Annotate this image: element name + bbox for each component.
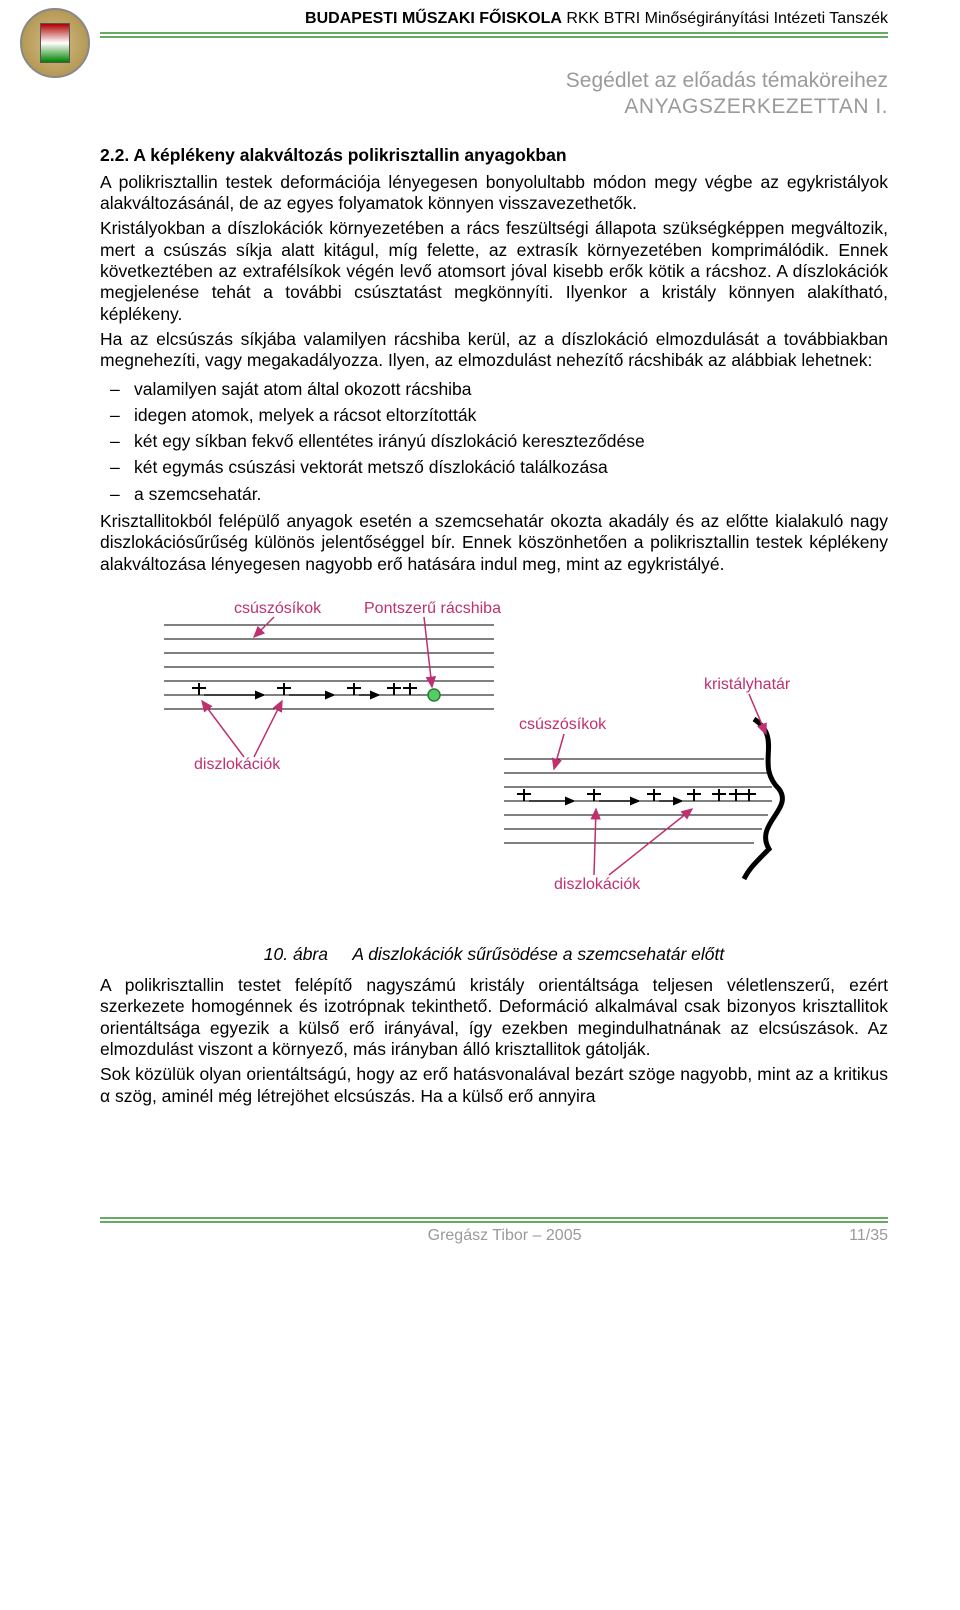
bullet-text: a szemcsehatár. — [134, 481, 261, 507]
figure-number: 10. ábra — [264, 944, 328, 964]
list-item: – valamilyen saját atom által okozott rá… — [100, 376, 888, 402]
bullet-marker: – — [100, 428, 134, 454]
bullet-marker: – — [100, 481, 134, 507]
section-heading: 2.2. A képlékeny alakváltozás polikriszt… — [100, 145, 888, 166]
label-csuszosikok-right: csúszósíkok — [519, 716, 607, 733]
list-item: – idegen atomok, melyek a rácsot eltorzí… — [100, 402, 888, 428]
paragraph-5: A polikrisztallin testet felépítő nagysz… — [100, 975, 888, 1060]
figure-10: csúszósíkok Pontszerű rácshiba diszlokác… — [154, 589, 834, 914]
top-slip-block — [164, 625, 494, 709]
paragraph-2: Kristályokban a díszlokációk környezetéb… — [100, 218, 888, 325]
list-item: – két egy síkban fekvő ellentétes irányú… — [100, 428, 888, 454]
page-footer: Gregász Tibor – 2005 11/35 — [100, 1217, 888, 1245]
figure-title: A diszlokációk sűrűsödése a szemcsehatár… — [352, 944, 724, 964]
paragraph-4: Krisztallitokból felépülő anyagok esetén… — [100, 511, 888, 575]
paragraph-1: A polikrisztallin testek deformációja lé… — [100, 172, 888, 215]
header-divider — [100, 32, 888, 38]
header-bold-text: BUDAPESTI MŰSZAKI FŐISKOLA — [305, 10, 562, 27]
bottom-slip-block — [504, 719, 782, 879]
bullet-text: két egy síkban fekvő ellentétes irányú d… — [134, 428, 645, 454]
label-kristalyhatar: kristályhatár — [704, 676, 791, 693]
footer-author: Gregász Tibor – 2005 — [160, 1227, 849, 1245]
institution-logo — [20, 8, 90, 78]
figure-caption: 10. ábra A diszlokációk sűrűsödése a sze… — [100, 944, 888, 965]
dislocation-diagram: csúszósíkok Pontszerű rácshiba diszlokác… — [154, 589, 834, 909]
subheader-line1: Segédlet az előadás témaköreihez — [100, 68, 888, 94]
label-csuszosikok-top: csúszósíkok — [234, 600, 322, 617]
label-pontszeru: Pontszerű rácshiba — [364, 600, 501, 617]
bullet-marker: – — [100, 376, 134, 402]
bullet-list: – valamilyen saját atom által okozott rá… — [100, 376, 888, 507]
bullet-text: két egymás csúszási vektorát metsző dísz… — [134, 454, 608, 480]
header-light-text: RKK BTRI Minőségirányítási Intézeti Tans… — [562, 10, 888, 27]
bullet-text: valamilyen saját atom által okozott rács… — [134, 376, 472, 402]
list-item: – a szemcsehatár. — [100, 481, 888, 507]
bullet-marker: – — [100, 454, 134, 480]
paragraph-3: Ha az elcsúszás síkjába valamilyen rácsh… — [100, 329, 888, 372]
header-title: BUDAPESTI MŰSZAKI FŐISKOLA RKK BTRI Minő… — [100, 10, 888, 28]
bullet-text: idegen atomok, melyek a rácsot eltorzíto… — [134, 402, 476, 428]
point-defect-icon — [428, 689, 440, 701]
page-header: BUDAPESTI MŰSZAKI FŐISKOLA RKK BTRI Minő… — [100, 0, 888, 38]
subheader: Segédlet az előadás témaköreihez ANYAGSZ… — [100, 68, 888, 121]
paragraph-6: Sok közülük olyan orientáltságú, hogy az… — [100, 1064, 888, 1107]
label-diszlokaciok-left: diszlokációk — [194, 756, 281, 773]
footer-page-number: 11/35 — [849, 1227, 888, 1245]
subheader-line2: ANYAGSZERKEZETTAN I. — [100, 94, 888, 120]
label-diszlokaciok-right: diszlokációk — [554, 876, 641, 893]
bullet-marker: – — [100, 402, 134, 428]
list-item: – két egymás csúszási vektorát metsző dí… — [100, 454, 888, 480]
footer-divider — [100, 1217, 888, 1223]
